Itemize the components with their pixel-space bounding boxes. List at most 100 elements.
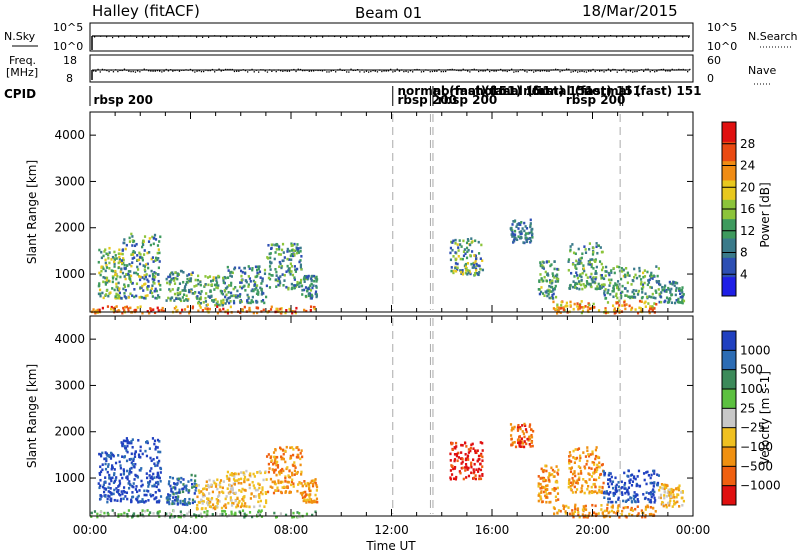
scatter-cell — [652, 296, 655, 299]
scatter-cell — [635, 289, 638, 293]
scatter-cell — [627, 492, 630, 496]
colorbar-swatch — [722, 218, 736, 239]
scatter-cell — [109, 487, 112, 490]
scatter-cell — [667, 494, 671, 497]
scatter-cell — [669, 495, 672, 498]
nave-point — [504, 70, 506, 72]
scatter-cell — [476, 459, 479, 463]
scatter-cell — [275, 463, 278, 467]
scatter-cell — [147, 311, 151, 315]
scatter-cell — [618, 287, 621, 291]
nave-point — [390, 68, 392, 71]
scatter-cell — [679, 295, 682, 299]
scatter-cell — [275, 462, 278, 465]
scatter-cell — [273, 257, 276, 261]
nave-tick-bottom: 0 — [707, 72, 714, 85]
scatter-cell — [293, 249, 296, 252]
scatter-cell — [154, 490, 157, 494]
nsky-point — [328, 35, 330, 37]
scatter-cell — [294, 311, 297, 315]
scatter-cell — [264, 492, 268, 496]
scatter-cell — [231, 491, 235, 494]
scatter-cell — [205, 480, 208, 484]
scatter-cell — [621, 304, 624, 307]
scatter-cell — [153, 282, 156, 285]
scatter-cell — [292, 482, 295, 486]
scatter-cell — [475, 264, 478, 267]
scatter-cell — [132, 512, 136, 516]
nave-point — [376, 71, 379, 73]
scatter-cell — [211, 279, 215, 282]
scatter-cell — [255, 284, 259, 287]
scatter-cell — [674, 293, 677, 297]
scatter-cell — [547, 260, 551, 263]
scatter-cell — [562, 306, 565, 309]
scatter-cell — [179, 515, 182, 519]
scatter-cell — [599, 490, 602, 494]
scatter-cell — [675, 281, 679, 285]
scatter-cell — [261, 488, 264, 492]
scatter-cell — [465, 476, 468, 479]
scatter-cell — [194, 278, 197, 282]
scatter-cell — [111, 255, 115, 259]
scatter-cell — [105, 263, 108, 267]
scatter-cell — [304, 294, 308, 298]
scatter-cell — [665, 503, 668, 507]
nsky-right-tick-top: 10^5 — [707, 21, 737, 34]
scatter-cell — [577, 478, 580, 481]
scatter-cell — [117, 515, 120, 518]
scatter-cell — [215, 302, 218, 305]
scatter-cell — [556, 473, 560, 476]
scatter-cell — [255, 311, 259, 315]
scatter-cell — [99, 273, 102, 277]
scatter-cell — [261, 298, 265, 302]
date-title: 18/Mar/2015 — [582, 2, 678, 20]
scatter-cell — [153, 278, 156, 282]
scatter-cell — [270, 305, 273, 309]
scatter-cell — [169, 299, 172, 302]
x-tick-label: 16:00 — [475, 523, 510, 537]
scatter-cell — [597, 512, 600, 515]
scatter-cell — [657, 288, 660, 291]
scatter-cell — [310, 297, 313, 300]
colorbar-swatch — [722, 160, 736, 181]
nsky-point — [106, 36, 108, 38]
scatter-cell — [643, 478, 646, 482]
colorbar-tick-label: −500 — [740, 459, 773, 473]
nave-point — [183, 69, 185, 71]
scatter-cell — [102, 280, 105, 284]
scatter-cell — [290, 480, 294, 484]
nave-point — [242, 69, 244, 71]
scatter-cell — [650, 275, 653, 278]
scatter-cell — [281, 273, 284, 276]
scatter-cell — [279, 253, 282, 256]
scatter-cell — [613, 271, 616, 275]
scatter-cell — [216, 300, 219, 304]
scatter-cell — [235, 505, 238, 509]
scatter-cell — [118, 291, 122, 295]
scatter-cell — [117, 261, 120, 265]
scatter-cell — [262, 478, 265, 482]
scatter-cell — [577, 447, 581, 450]
scatter-cell — [667, 286, 670, 290]
scatter-cell — [469, 254, 472, 257]
scatter-cell — [681, 503, 684, 507]
scatter-cell — [622, 268, 625, 272]
scatter-cell — [290, 242, 293, 246]
scatter-cell — [603, 496, 606, 499]
scatter-cell — [208, 295, 211, 299]
scatter-cell — [230, 512, 233, 516]
scatter-cell — [107, 513, 110, 516]
scatter-cell — [267, 470, 271, 474]
scatter-cell — [632, 476, 636, 480]
scatter-cell — [588, 303, 591, 307]
scatter-cell — [196, 295, 199, 298]
scatter-cell — [579, 259, 582, 263]
scatter-cell — [626, 289, 629, 293]
scatter-cell — [637, 512, 640, 515]
nave-point — [339, 68, 341, 70]
scatter-cell — [109, 490, 112, 494]
scatter-cell — [481, 259, 484, 262]
scatter-cell — [651, 292, 654, 296]
scatter-cell — [153, 236, 156, 240]
